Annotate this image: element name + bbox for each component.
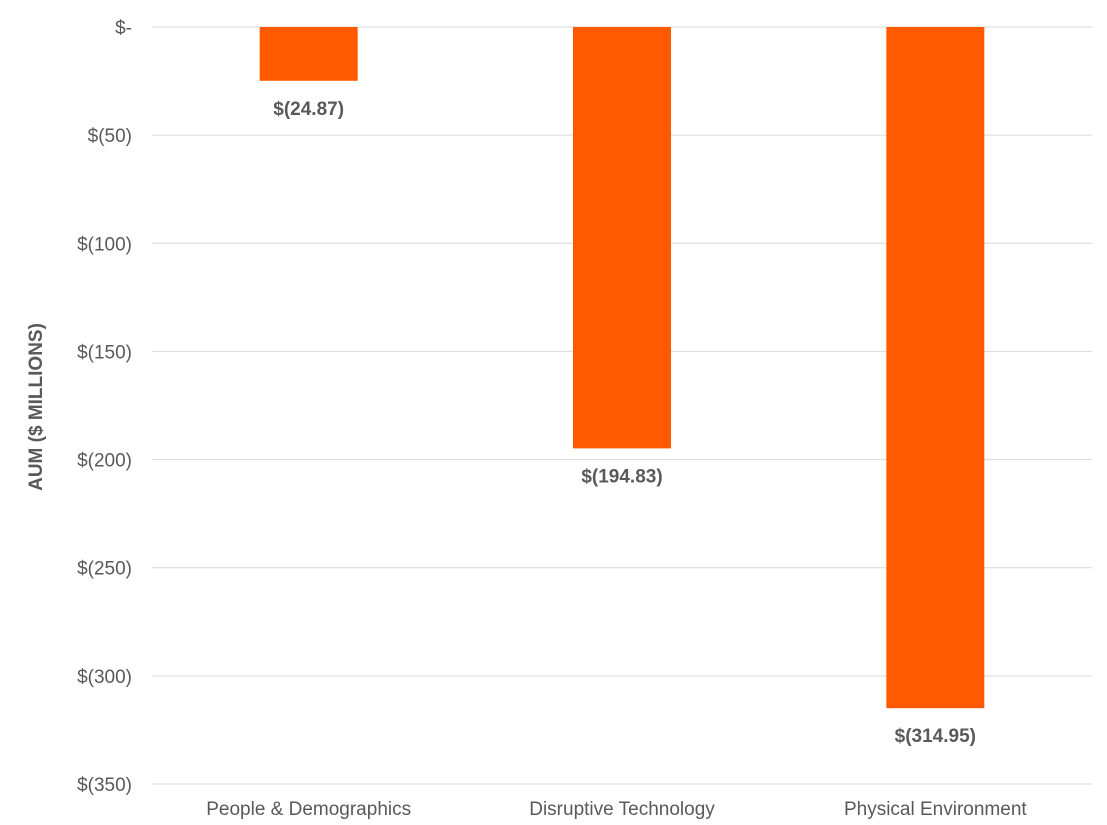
y-tick-label: $- [115,18,132,39]
x-category-label: Physical Environment [844,799,1027,820]
data-label: $(194.83) [581,466,662,487]
data-labels: $(24.87) $(194.83) $(314.95) [273,99,976,747]
bar [886,27,985,709]
y-tick-label: $(200) [77,451,132,472]
y-tick-label: $(150) [77,342,132,363]
bar [573,27,671,449]
y-tick-label: $(300) [77,667,132,688]
bar [259,27,358,81]
x-category-label: Disruptive Technology [529,799,715,820]
y-tick-label: $(350) [77,775,132,796]
x-axis-category-labels: People & Demographics Disruptive Technolo… [206,799,1027,820]
data-label: $(314.95) [895,726,976,747]
y-axis-title: AUM ($ MILLIONS) [26,323,47,491]
y-tick-label: $(50) [88,126,132,147]
x-category-label: People & Demographics [206,799,411,820]
data-label: $(24.87) [273,99,344,120]
y-tick-label: $(250) [77,559,132,580]
y-tick-label: $(100) [77,234,132,255]
bars [259,27,985,709]
y-axis-tick-labels: $- $(50) $(100) $(150) $(200) $(250) $(300) $(3… [77,18,132,796]
